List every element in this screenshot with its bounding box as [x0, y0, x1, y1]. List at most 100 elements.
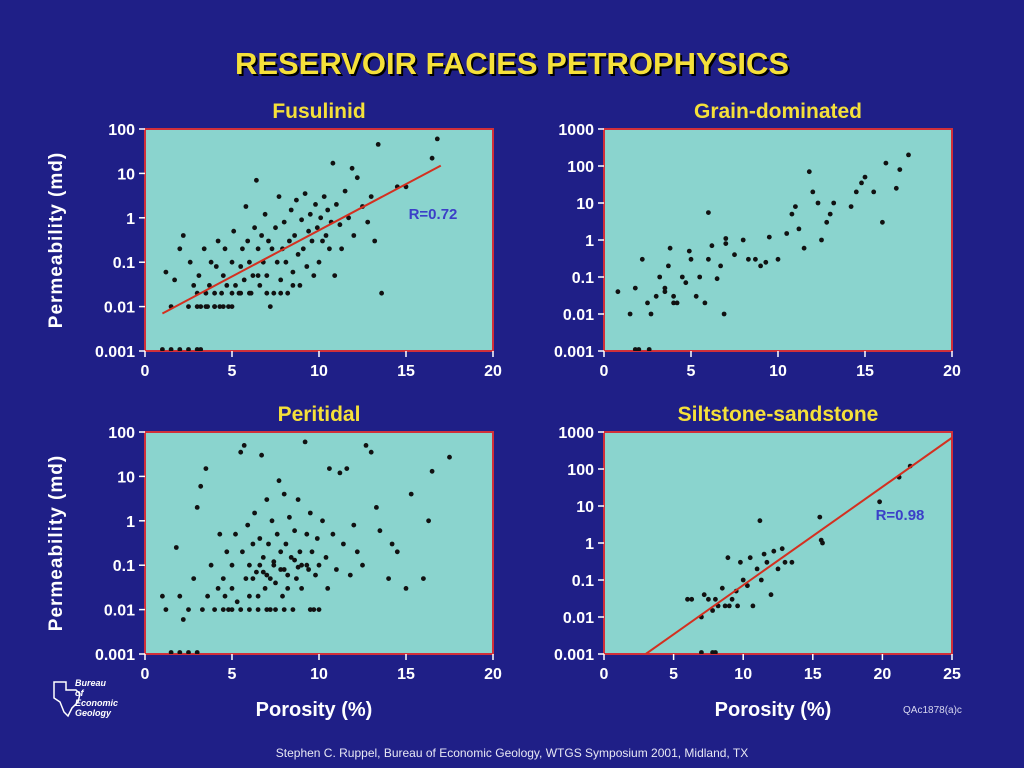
- data-point: [337, 470, 343, 476]
- data-point: [295, 497, 301, 502]
- data-point: [224, 283, 230, 288]
- data-point: [219, 290, 225, 296]
- data-point: [238, 290, 244, 296]
- data-point: [657, 274, 663, 280]
- data-point: [330, 531, 336, 537]
- data-point: [304, 264, 310, 269]
- data-point: [194, 505, 200, 510]
- data-point: [706, 256, 711, 262]
- data-point: [307, 211, 313, 217]
- x-tick-label: 20: [943, 363, 961, 380]
- data-point: [824, 219, 830, 225]
- data-point: [667, 245, 673, 251]
- data-point: [212, 607, 218, 612]
- data-point: [327, 246, 332, 252]
- credit-text: Stephen C. Ruppel, Bureau of Economic Ge…: [275, 746, 749, 760]
- y-tick-label: 100: [108, 122, 135, 139]
- data-point: [234, 599, 240, 605]
- data-point: [264, 273, 270, 278]
- data-point: [321, 194, 327, 200]
- data-point: [173, 545, 179, 550]
- data-point: [645, 300, 650, 306]
- y-tick-label: 100: [108, 425, 135, 442]
- data-point: [323, 233, 329, 238]
- r-value-label: R=0.98: [876, 507, 925, 524]
- data-point: [198, 483, 204, 489]
- data-point: [163, 269, 169, 275]
- data-point: [177, 593, 183, 599]
- data-point: [327, 466, 332, 471]
- data-point: [615, 289, 621, 295]
- y-tick-label: 0.001: [95, 647, 135, 664]
- data-point: [255, 607, 261, 612]
- data-point: [750, 603, 756, 609]
- data-point: [226, 304, 231, 309]
- data-point: [806, 169, 812, 175]
- data-point: [241, 443, 247, 448]
- data-point: [186, 347, 191, 351]
- data-point: [257, 283, 263, 288]
- y-tick-label: 0.01: [563, 307, 594, 324]
- data-point: [292, 528, 297, 534]
- data-point: [205, 304, 211, 309]
- data-point: [796, 226, 802, 232]
- data-point: [260, 555, 266, 560]
- y-tick-label: 0.001: [554, 647, 594, 664]
- data-point: [758, 577, 764, 583]
- data-point: [252, 510, 257, 516]
- chart-panel: Fusulinid 100 10 1 0.1 0.01 0.001 0 5 10 15 20 Perme…: [46, 100, 502, 380]
- data-point: [229, 259, 235, 265]
- data-point: [168, 650, 174, 654]
- data-point: [723, 236, 729, 241]
- data-point: [220, 576, 226, 581]
- data-point: [288, 207, 294, 213]
- data-point: [789, 211, 795, 217]
- x-tick-label: 10: [734, 666, 752, 683]
- data-point: [740, 237, 746, 243]
- data-point: [278, 290, 284, 296]
- data-point: [311, 607, 317, 612]
- x-tick-label: 0: [600, 666, 609, 683]
- data-point: [789, 559, 795, 565]
- x-tick-label: 15: [397, 666, 415, 683]
- data-point: [718, 263, 723, 269]
- data-point: [229, 304, 235, 309]
- data-point: [160, 593, 165, 599]
- y-axis-label: Permeability (md): [46, 152, 67, 328]
- data-point: [226, 607, 231, 612]
- data-point: [295, 252, 301, 257]
- data-point: [271, 562, 277, 568]
- data-point: [320, 238, 325, 244]
- data-point: [779, 546, 785, 552]
- data-point: [299, 562, 304, 568]
- x-tick-label: 20: [484, 666, 502, 683]
- fit-line: [161, 164, 442, 315]
- figure-id: QAc1878(a)c: [903, 705, 962, 716]
- data-point: [283, 541, 289, 547]
- data-point: [198, 304, 204, 309]
- data-point: [238, 607, 244, 612]
- logo-line: Bureau: [75, 678, 107, 688]
- logo-text: Bureau of Economic Geology: [75, 678, 118, 718]
- data-point: [240, 549, 245, 555]
- data-point: [859, 180, 864, 186]
- data-point: [274, 259, 280, 265]
- data-point: [243, 204, 249, 209]
- data-point: [768, 592, 774, 598]
- data-point: [264, 607, 270, 612]
- data-point: [408, 491, 414, 497]
- data-point: [240, 246, 245, 252]
- data-point: [706, 596, 711, 602]
- data-point: [341, 541, 346, 547]
- data-point: [259, 233, 264, 238]
- data-point: [747, 555, 753, 561]
- x-tick-label: 0: [141, 666, 150, 683]
- data-point: [679, 274, 685, 280]
- data-point: [302, 191, 308, 197]
- data-point: [389, 541, 395, 547]
- data-point: [264, 497, 270, 502]
- data-point: [306, 567, 311, 572]
- data-point: [220, 273, 226, 278]
- data-point: [292, 557, 297, 563]
- data-point: [238, 449, 244, 455]
